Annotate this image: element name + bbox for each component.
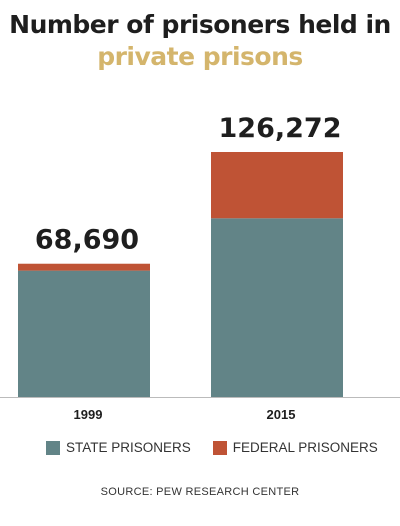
chart-subtitle: private prisons: [97, 42, 303, 71]
bar-2015-federal: [211, 152, 343, 219]
legend-swatch-state: [46, 440, 60, 455]
legend-swatch-federal: [212, 440, 227, 455]
category-label-1999: 1999: [74, 407, 103, 422]
legend-item-state: STATE PRISONERS: [46, 440, 191, 455]
legend-label-federal: FEDERAL PRISONERS: [232, 440, 378, 455]
chart-title: Number of prisoners held in: [9, 10, 391, 39]
bar-1999-federal: [18, 263, 150, 271]
stacked-bar-chart: 68,690 1999 126,272 2015: [0, 113, 400, 422]
category-label-2015: 2015: [267, 407, 296, 422]
legend-item-federal: FEDERAL PRISONERS: [212, 440, 378, 455]
total-label-2015: 126,272: [219, 113, 342, 144]
bar-1999-state: [18, 270, 150, 397]
legend-label-state: STATE PRISONERS: [66, 440, 191, 455]
chart-legend: STATE PRISONERS FEDERAL PRISONERS: [46, 440, 400, 455]
total-label-1999: 68,690: [35, 225, 139, 256]
bar-2015-state: [211, 218, 343, 397]
source-note: SOURCE: PEW RESEARCH CENTER: [100, 486, 300, 498]
